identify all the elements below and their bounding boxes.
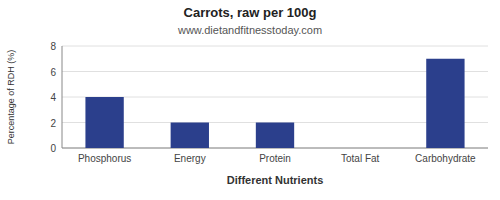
y-axis-line <box>62 46 63 148</box>
x-tick-label: Energy <box>174 153 206 164</box>
title: Carrots, raw per 100g <box>184 5 317 20</box>
y-tick-label: 6 <box>50 67 56 78</box>
chart: Carrots, raw per 100g www.dietandfitnesst… <box>0 0 500 200</box>
bar <box>85 97 123 148</box>
y-tick-label: 4 <box>50 92 56 103</box>
grid-line <box>62 71 488 72</box>
bar <box>256 123 294 149</box>
x-tick-label: Carbohydrate <box>415 153 476 164</box>
grid-line <box>62 97 488 98</box>
grid <box>62 46 488 148</box>
bars <box>85 59 464 148</box>
bar <box>341 148 379 149</box>
x-tick-label: Phosphorus <box>78 153 131 164</box>
y-tick-label: 0 <box>50 143 56 154</box>
bar <box>426 59 464 148</box>
x-tick-label: Protein <box>259 153 291 164</box>
subtitle: www.dietandfitnesstoday.com <box>177 24 322 36</box>
x-tick-label: Total Fat <box>341 153 380 164</box>
x-axis-label: Different Nutrients <box>227 174 324 186</box>
grid-line <box>62 46 488 47</box>
bar <box>171 123 209 149</box>
y-tick-label: 8 <box>50 41 56 52</box>
y-tick-label: 2 <box>50 118 56 129</box>
y-axis-label: Percentage of RDH (%) <box>6 50 16 145</box>
